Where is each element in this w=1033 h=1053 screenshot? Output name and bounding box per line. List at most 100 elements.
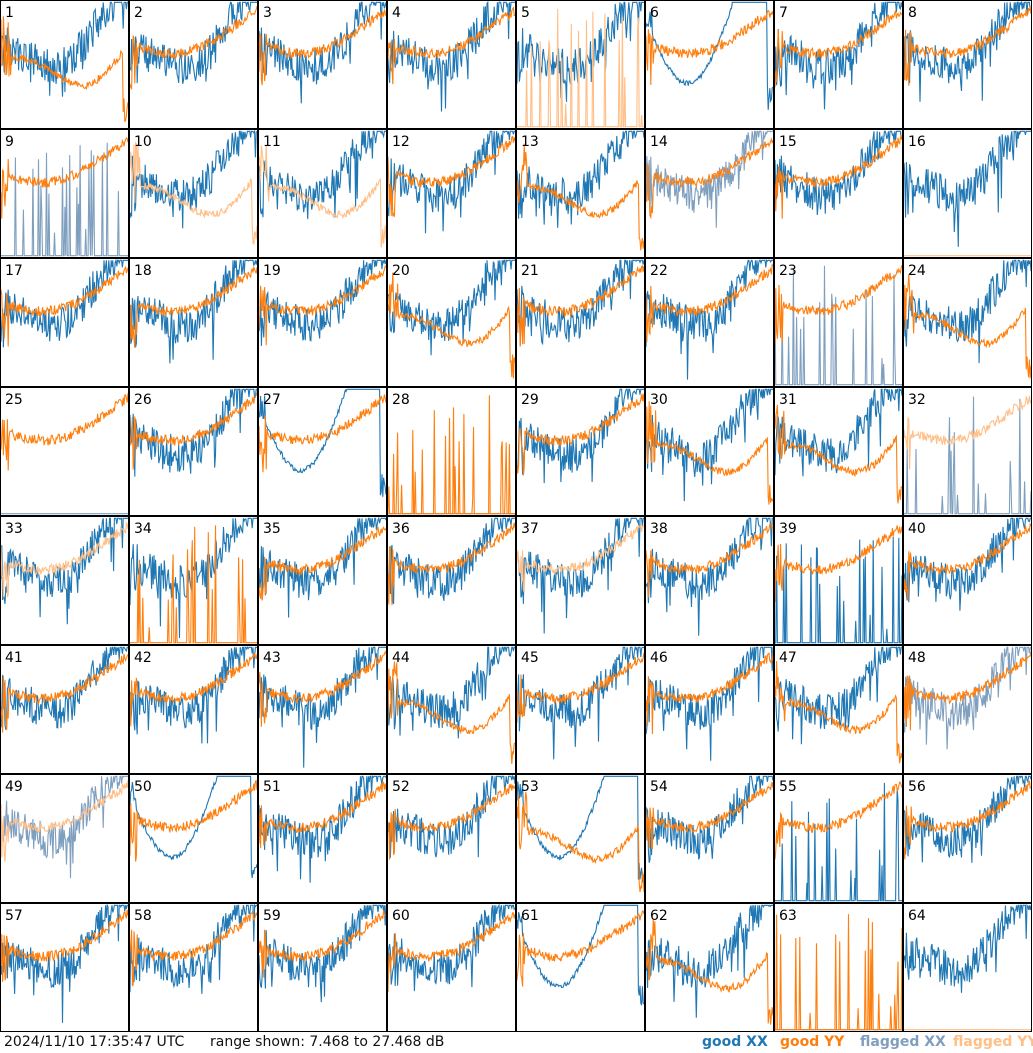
panel-border — [387, 516, 516, 645]
panel-25: 25 — [0, 387, 129, 516]
panel-51-yy-trace — [258, 780, 387, 849]
panel-33: 33 — [0, 516, 129, 645]
panel-label: 56 — [908, 779, 926, 795]
panel-label: 46 — [650, 650, 668, 666]
panel-55-yy-trace — [774, 781, 903, 860]
panel-3: 3 — [258, 0, 387, 129]
panel-label: 61 — [521, 908, 539, 924]
panel-8-yy-trace — [903, 6, 1032, 86]
panel-34: 34 — [129, 516, 258, 645]
panel-18-xx-trace — [129, 259, 258, 364]
panel-border — [129, 0, 258, 129]
panel-32-xx-trace — [904, 396, 1032, 515]
range-label: range shown: 7.468 to 27.468 dB — [210, 1034, 445, 1050]
panel-20-yy-trace — [387, 272, 516, 379]
panel-59-yy-trace — [258, 910, 387, 978]
panel-border — [387, 774, 516, 903]
panel-label: 3 — [263, 5, 272, 21]
panel-border — [903, 516, 1032, 645]
panel-38-xx-trace — [645, 517, 773, 636]
panel-56-yy-trace — [903, 780, 1032, 860]
panel-border — [516, 387, 645, 516]
legend-flagged-xx: flagged XX — [860, 1034, 946, 1050]
panel-border — [516, 258, 645, 387]
panel-53: 53 — [516, 774, 645, 903]
panel-7-yy-trace — [774, 10, 903, 88]
panel-border — [0, 516, 129, 645]
panel-border — [774, 645, 903, 774]
panel-20-xx-trace — [387, 259, 515, 356]
panel-37-yy-trace — [516, 524, 645, 593]
panel-21-yy-trace — [516, 264, 645, 347]
panel-label: 18 — [134, 263, 152, 279]
panel-label: 16 — [908, 134, 926, 150]
panel-32-yy-trace — [903, 395, 1032, 470]
panel-label: 2 — [134, 5, 143, 21]
panel-64-xx-trace — [903, 904, 1032, 993]
panel-border — [903, 387, 1032, 516]
panel-19-yy-trace — [258, 265, 387, 346]
panel-47-xx-trace — [774, 646, 902, 745]
panel-label: 54 — [650, 779, 668, 795]
panel-border — [258, 774, 387, 903]
panel-border — [516, 645, 645, 774]
panel-37-xx-trace — [516, 517, 644, 634]
panel-border — [516, 903, 645, 1032]
panel-label: 17 — [5, 263, 23, 279]
panel-label: 19 — [263, 263, 281, 279]
panel-label: 1 — [5, 5, 14, 21]
panel-27-yy-trace — [258, 394, 387, 473]
panel-8: 8 — [903, 0, 1032, 129]
panel-border — [774, 129, 903, 258]
panel-56: 56 — [903, 774, 1032, 903]
panel-39-yy-trace — [774, 525, 903, 603]
panel-border — [0, 387, 129, 516]
panel-label: 51 — [263, 779, 281, 795]
panel-59: 59 — [258, 903, 387, 1032]
panel-border — [774, 516, 903, 645]
panel-label: 35 — [263, 521, 281, 537]
panel-label: 48 — [908, 650, 926, 666]
footer-bar: 2024/11/10 17:35:47 UTC range shown: 7.4… — [0, 1032, 1033, 1053]
panel-17-yy-trace — [0, 265, 129, 347]
panel-5: 5 — [516, 0, 645, 129]
panel-6-xx-trace — [645, 1, 774, 110]
panel-12-yy-trace — [387, 135, 516, 217]
panel-label: 26 — [134, 392, 152, 408]
panel-border — [0, 0, 129, 129]
panel-38: 38 — [645, 516, 774, 645]
panel-52-yy-trace — [387, 783, 516, 860]
panel-border — [0, 258, 129, 387]
panel-2-xx-trace — [129, 1, 257, 84]
panel-46: 46 — [645, 645, 774, 774]
panel-28: 28 — [387, 387, 516, 516]
panel-border — [387, 645, 516, 774]
panel-31-yy-trace — [774, 404, 903, 504]
panel-border — [774, 0, 903, 129]
panel-47-yy-trace — [774, 660, 903, 764]
panel-border — [774, 387, 903, 516]
panel-45-xx-trace — [516, 645, 645, 760]
panel-label: 62 — [650, 908, 668, 924]
panel-border — [774, 903, 903, 1032]
panel-4: 4 — [387, 0, 516, 129]
panel-32: 32 — [903, 387, 1032, 516]
panel-35-xx-trace — [258, 516, 387, 618]
panel-22: 22 — [645, 258, 774, 387]
panel-39: 39 — [774, 516, 903, 645]
panel-label: 23 — [779, 263, 797, 279]
panel-label: 22 — [650, 263, 668, 279]
panel-border — [516, 0, 645, 129]
panel-31: 31 — [774, 387, 903, 516]
panel-24-yy-trace — [903, 274, 1032, 379]
panel-30-xx-trace — [645, 388, 773, 502]
panel-label: 47 — [779, 650, 797, 666]
panel-24-xx-trace — [903, 259, 1032, 364]
panel-55: 55 — [774, 774, 903, 903]
panel-label: 29 — [521, 392, 539, 408]
panel-label: 38 — [650, 521, 668, 537]
panel-label: 15 — [779, 134, 797, 150]
panel-52-xx-trace — [387, 774, 516, 858]
panel-60: 60 — [387, 903, 516, 1032]
